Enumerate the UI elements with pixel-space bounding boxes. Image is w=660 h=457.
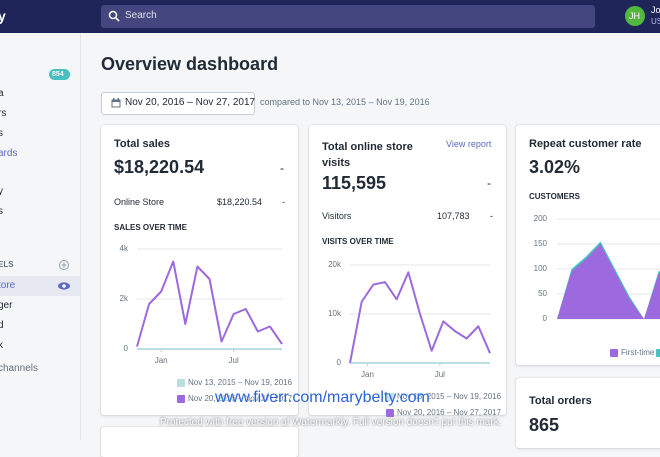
search-placeholder: Search — [125, 10, 157, 21]
legend-swatch — [386, 393, 394, 401]
y-tick-label: 0 — [337, 358, 342, 367]
watermark-url: www.fiverr.com/marybelty.com — [215, 389, 430, 406]
channel-item[interactable]: d — [0, 320, 4, 331]
legend-swatch — [656, 349, 660, 357]
eye-icon[interactable] — [57, 281, 71, 291]
y-tick-label: 150 — [534, 239, 548, 248]
y-tick-label: 10k — [328, 309, 342, 318]
breakdown-value: 107,783 — [437, 211, 470, 221]
legend-swatch — [610, 349, 618, 357]
nav-item[interactable]: s — [0, 128, 3, 139]
search-icon — [108, 10, 120, 22]
nav-item[interactable]: ards — [0, 148, 18, 159]
x-tick-label: Jan — [155, 356, 168, 365]
active-highlight — [0, 276, 80, 296]
card-value: $18,220.54 — [114, 157, 205, 177]
comparison: compared to Nov 13, 2015 – Nov 19, 2016 — [260, 97, 430, 107]
breakdown-change: - — [490, 211, 493, 221]
legend-label: Nov 20, 2016 – Nov 27, 2017 — [397, 408, 502, 417]
watermark-notice: Protected with free version of Watermark… — [160, 417, 502, 428]
user-name: Jo — [651, 5, 660, 15]
chart-title: VISITS OVER TIME — [322, 237, 394, 246]
legend-swatch — [177, 379, 185, 387]
card-change: - — [280, 161, 284, 175]
area — [557, 244, 660, 319]
line — [349, 271, 491, 364]
nav-item[interactable]: rs — [0, 108, 7, 119]
avatar-initials: JH — [629, 11, 640, 21]
sidebar — [0, 33, 81, 440]
card-value: 115,595 — [322, 173, 387, 193]
channel-item[interactable]: k — [0, 340, 3, 351]
legend-swatch — [177, 395, 185, 403]
section-title: ELS — [0, 260, 14, 269]
y-tick-label: 2k — [120, 294, 129, 303]
channel-item[interactable]: ger — [0, 300, 13, 311]
breakdown-change: - — [282, 197, 285, 207]
card-change: - — [487, 176, 491, 190]
add-channel-icon[interactable] — [58, 259, 70, 271]
logo: y — [0, 8, 6, 24]
legend-label: Nov 13, 2015 – Nov 19, 2016 — [397, 392, 502, 401]
card — [309, 125, 506, 415]
card-value: 865 — [529, 415, 560, 435]
chart-title: SALES OVER TIME — [114, 223, 187, 232]
y-tick-label: 4k — [120, 244, 129, 253]
card — [516, 378, 660, 448]
breakdown-label: Visitors — [322, 211, 352, 221]
search-box[interactable] — [101, 5, 595, 28]
nav-item[interactable]: a — [0, 88, 4, 99]
user-store: US — [651, 17, 660, 26]
y-tick-label: 20k — [328, 260, 342, 269]
card-title: Total sales — [114, 138, 171, 150]
charts-overlay: 0 2k 4k Jan Jul Nov 13, 2015 – Nov 19, 2016 No… — [120, 214, 660, 417]
card-value: 3.02% — [529, 157, 581, 177]
x-tick-label: Jan — [361, 370, 374, 379]
date-button[interactable] — [101, 92, 255, 115]
line — [136, 260, 283, 347]
breakdown-label: Online Store — [114, 197, 165, 207]
calendar-icon — [111, 98, 121, 108]
y-tick-label: 100 — [534, 264, 548, 273]
card-title: Total online store visits — [322, 141, 413, 169]
chart-title: CUSTOMERS — [529, 192, 580, 201]
nav-item[interactable]: y — [0, 186, 3, 197]
card-title: Total orders — [529, 395, 592, 407]
y-tick-label: 50 — [538, 289, 547, 298]
x-tick-label: Jul — [229, 356, 239, 365]
date-range: Nov 20, 2016 – Nov 27, 2017 — [125, 97, 256, 108]
y-tick-label: 0 — [543, 314, 548, 323]
y-tick-label: 0 — [124, 344, 129, 353]
view-report-link[interactable]: View report — [446, 139, 492, 149]
channel-item[interactable]: tore — [0, 280, 16, 291]
legend-swatch — [386, 409, 394, 417]
badge-text: 854 — [52, 71, 64, 78]
avatar[interactable] — [625, 6, 645, 26]
y-tick-label: 200 — [534, 214, 548, 223]
legend-label: Nov 13, 2015 – Nov 19, 2016 — [188, 378, 293, 387]
card-title: Repeat customer rate — [529, 138, 642, 150]
sidebar-badge — [49, 69, 70, 80]
legend-label: First-time — [621, 348, 655, 357]
x-tick-label: Jul — [435, 370, 445, 379]
nav-item[interactable]: s — [0, 206, 3, 217]
card — [516, 125, 660, 365]
sidebar-footer[interactable]: channels — [0, 363, 39, 374]
page-title: Overview dashboard — [101, 54, 279, 74]
breakdown-value: $18,220.54 — [217, 197, 263, 207]
legend-label: Nov 20, 2016 – Nov 27, 2017 — [188, 394, 293, 403]
